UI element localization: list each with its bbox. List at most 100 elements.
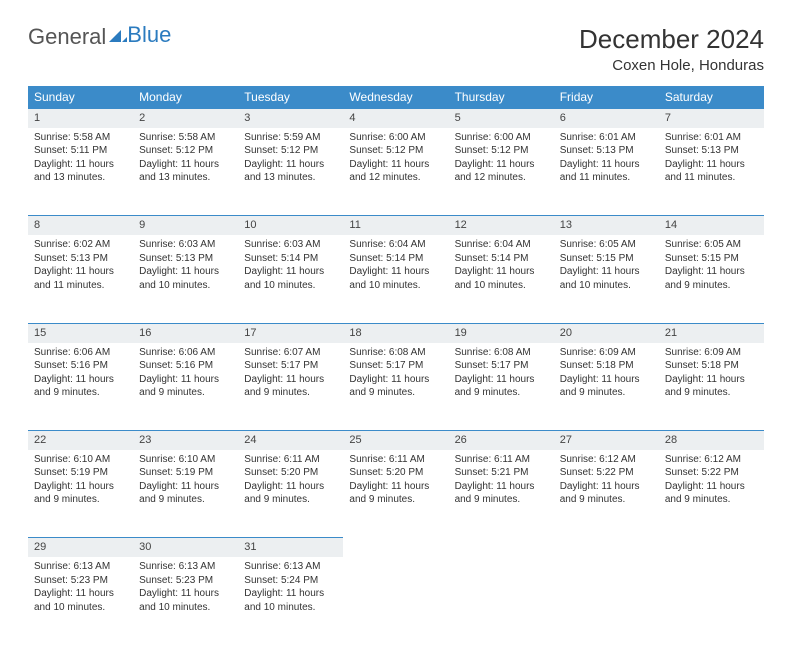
daylight-line: Daylight: 11 hours and 10 minutes.	[139, 266, 219, 291]
sunrise-line: Sunrise: 6:10 AM	[139, 454, 215, 465]
sunset-line: Sunset: 5:23 PM	[139, 575, 213, 586]
weekday-header: Thursday	[449, 86, 554, 109]
day-detail-cell	[343, 557, 448, 645]
logo-text-2: Blue	[127, 22, 171, 48]
sunrise-line: Sunrise: 6:04 AM	[455, 239, 531, 250]
day-cell-content: Sunrise: 6:05 AMSunset: 5:15 PMDaylight:…	[659, 235, 764, 298]
daylight-line: Daylight: 11 hours and 12 minutes.	[349, 159, 429, 184]
day-number-cell: 26	[449, 431, 554, 450]
daylight-line: Daylight: 11 hours and 13 minutes.	[139, 159, 219, 184]
sunset-line: Sunset: 5:11 PM	[34, 145, 107, 156]
sunrise-line: Sunrise: 6:01 AM	[560, 132, 636, 143]
day-detail-row: Sunrise: 6:02 AMSunset: 5:13 PMDaylight:…	[28, 235, 764, 323]
day-cell-content: Sunrise: 6:00 AMSunset: 5:12 PMDaylight:…	[343, 128, 448, 191]
day-cell-content: Sunrise: 6:04 AM Sunset: 5:14 PM Daylight:…	[449, 235, 554, 298]
daylight-line: Daylight: 11 hours and 10 minutes.	[455, 266, 535, 291]
weekday-header: Friday	[554, 86, 659, 109]
sunset-line: Sunset: 5:20 PM	[349, 467, 423, 478]
sunrise-line: Sunrise: 6:06 AM	[139, 347, 215, 358]
sunset-line: Sunset: 5:12 PM	[139, 145, 213, 156]
day-number-cell: 18	[343, 323, 448, 342]
weekday-header: Sunday	[28, 86, 133, 109]
day-number-row: 891011121314	[28, 216, 764, 235]
sunrise-line: Sunrise: 6:11 AM	[349, 454, 424, 465]
weekday-header-row: SundayMondayTuesdayWednesdayThursdayFrid…	[28, 86, 764, 109]
sunrise-line: Sunrise: 6:13 AM	[244, 561, 320, 572]
day-cell-content: Sunrise: 6:03 AMSunset: 5:13 PMDaylight:…	[133, 235, 238, 298]
day-number-cell: 1	[28, 109, 133, 128]
day-cell-content: Sunrise: 6:06 AMSunset: 5:16 PMDaylight:…	[28, 343, 133, 406]
day-number-cell: 4	[343, 109, 448, 128]
daylight-line: Daylight: 11 hours and 10 minutes.	[244, 266, 324, 291]
day-cell-content: Sunrise: 6:09 AMSunset: 5:18 PMDaylight:…	[554, 343, 659, 406]
sunrise-line: Sunrise: 6:09 AM	[560, 347, 636, 358]
sunset-line: Sunset: 5:15 PM	[665, 253, 739, 264]
sunset-line: Sunset: 5:14 PM	[349, 253, 423, 264]
sunrise-line: Sunrise: 6:01 AM	[665, 132, 741, 143]
day-cell-content: Sunrise: 6:01 AMSunset: 5:13 PMDaylight:…	[554, 128, 659, 191]
day-cell-content: Sunrise: 6:07 AMSunset: 5:17 PMDaylight:…	[238, 343, 343, 406]
sunset-line: Sunset: 5:22 PM	[665, 467, 739, 478]
weekday-header: Saturday	[659, 86, 764, 109]
day-detail-cell: Sunrise: 6:03 AMSunset: 5:14 PMDaylight:…	[238, 235, 343, 323]
day-cell-content: Sunrise: 5:58 AMSunset: 5:11 PMDaylight:…	[28, 128, 133, 191]
sunrise-line: Sunrise: 6:05 AM	[560, 239, 636, 250]
header: General Blue December 2024 Coxen Hole, H…	[28, 24, 764, 74]
sunset-line: Sunset: 5:17 PM	[349, 360, 423, 371]
sunset-line: Sunset: 5:12 PM	[455, 145, 529, 156]
sunset-line: Sunset: 5:13 PM	[665, 145, 739, 156]
daylight-line: Daylight: 11 hours and 10 minutes.	[34, 588, 114, 613]
day-number-cell	[343, 538, 448, 557]
daylight-line: Daylight: 11 hours and 9 minutes.	[665, 374, 745, 399]
sunset-line: Sunset: 5:18 PM	[560, 360, 634, 371]
daylight-line: Daylight: 11 hours and 9 minutes.	[34, 481, 114, 506]
daylight-line: Daylight: 11 hours and 10 minutes.	[244, 588, 324, 613]
sunrise-line: Sunrise: 6:11 AM	[244, 454, 319, 465]
day-cell-content: Sunrise: 6:11 AMSunset: 5:20 PMDaylight:…	[238, 450, 343, 513]
sunrise-line: Sunrise: 6:00 AM	[455, 132, 531, 143]
sunrise-line: Sunrise: 6:08 AM	[349, 347, 425, 358]
sunrise-line: Sunrise: 6:08 AM	[455, 347, 531, 358]
day-number-cell: 2	[133, 109, 238, 128]
day-cell-content: Sunrise: 6:13 AMSunset: 5:23 PMDaylight:…	[133, 557, 238, 620]
sunrise-line: Sunrise: 6:02 AM	[34, 239, 110, 250]
day-number-row: 15161718192021	[28, 323, 764, 342]
sunset-line: Sunset: 5:12 PM	[244, 145, 318, 156]
daylight-line: Daylight: 11 hours and 9 minutes.	[139, 374, 219, 399]
day-detail-row: Sunrise: 6:13 AM Sunset: 5:23 PM Daylight:…	[28, 557, 764, 645]
day-cell-content: Sunrise: 5:58 AMSunset: 5:12 PMDaylight:…	[133, 128, 238, 191]
day-number-row: 22232425262728	[28, 431, 764, 450]
day-number-cell: 20	[554, 323, 659, 342]
sunset-line: Sunset: 5:14 PM	[455, 253, 529, 264]
day-number-cell: 10	[238, 216, 343, 235]
sunset-line: Sunset: 5:13 PM	[560, 145, 634, 156]
sunset-line: Sunset: 5:21 PM	[455, 467, 529, 478]
day-cell-content: Sunrise: 6:02 AMSunset: 5:13 PMDaylight:…	[28, 235, 133, 298]
day-detail-cell: Sunrise: 6:12 AMSunset: 5:22 PMDaylight:…	[554, 450, 659, 538]
day-detail-cell: Sunrise: 6:07 AMSunset: 5:17 PMDaylight:…	[238, 343, 343, 431]
day-number-cell: 13	[554, 216, 659, 235]
day-cell-content: Sunrise: 6:13 AMSunset: 5:23 PMDaylight:…	[28, 557, 133, 620]
title-block: December 2024 Coxen Hole, Honduras	[579, 24, 764, 74]
sunrise-line: Sunrise: 6:11 AM	[455, 454, 530, 465]
day-detail-cell: Sunrise: 6:09 AMSunset: 5:18 PMDaylight:…	[659, 343, 764, 431]
sunrise-line: Sunrise: 5:59 AM	[244, 132, 320, 143]
weekday-header: Monday	[133, 86, 238, 109]
day-cell-content: Sunrise: 6:08 AMSunset: 5:17 PMDaylight:…	[449, 343, 554, 406]
day-detail-cell: Sunrise: 6:12 AMSunset: 5:22 PMDaylight:…	[659, 450, 764, 538]
calendar-table: SundayMondayTuesdayWednesdayThursdayFrid…	[28, 86, 764, 645]
day-detail-cell: Sunrise: 6:03 AMSunset: 5:13 PMDaylight:…	[133, 235, 238, 323]
day-number-cell: 25	[343, 431, 448, 450]
day-cell-content: Sunrise: 6:04 AMSunset: 5:14 PMDaylight:…	[343, 235, 448, 298]
daylight-line: Daylight: 11 hours and 11 minutes.	[665, 159, 745, 184]
daylight-line: Daylight: 11 hours and 10 minutes.	[139, 588, 219, 613]
day-number-cell: 9	[133, 216, 238, 235]
day-number-cell: 30	[133, 538, 238, 557]
day-number-cell: 17	[238, 323, 343, 342]
day-cell-content: Sunrise: 6:10 AMSunset: 5:19 PMDaylight:…	[28, 450, 133, 513]
sunset-line: Sunset: 5:18 PM	[665, 360, 739, 371]
day-detail-cell: Sunrise: 6:05 AMSunset: 5:15 PMDaylight:…	[659, 235, 764, 323]
day-detail-row: Sunrise: 6:06 AMSunset: 5:16 PMDaylight:…	[28, 343, 764, 431]
day-number-cell: 16	[133, 323, 238, 342]
day-detail-cell: Sunrise: 6:08 AMSunset: 5:17 PMDaylight:…	[343, 343, 448, 431]
